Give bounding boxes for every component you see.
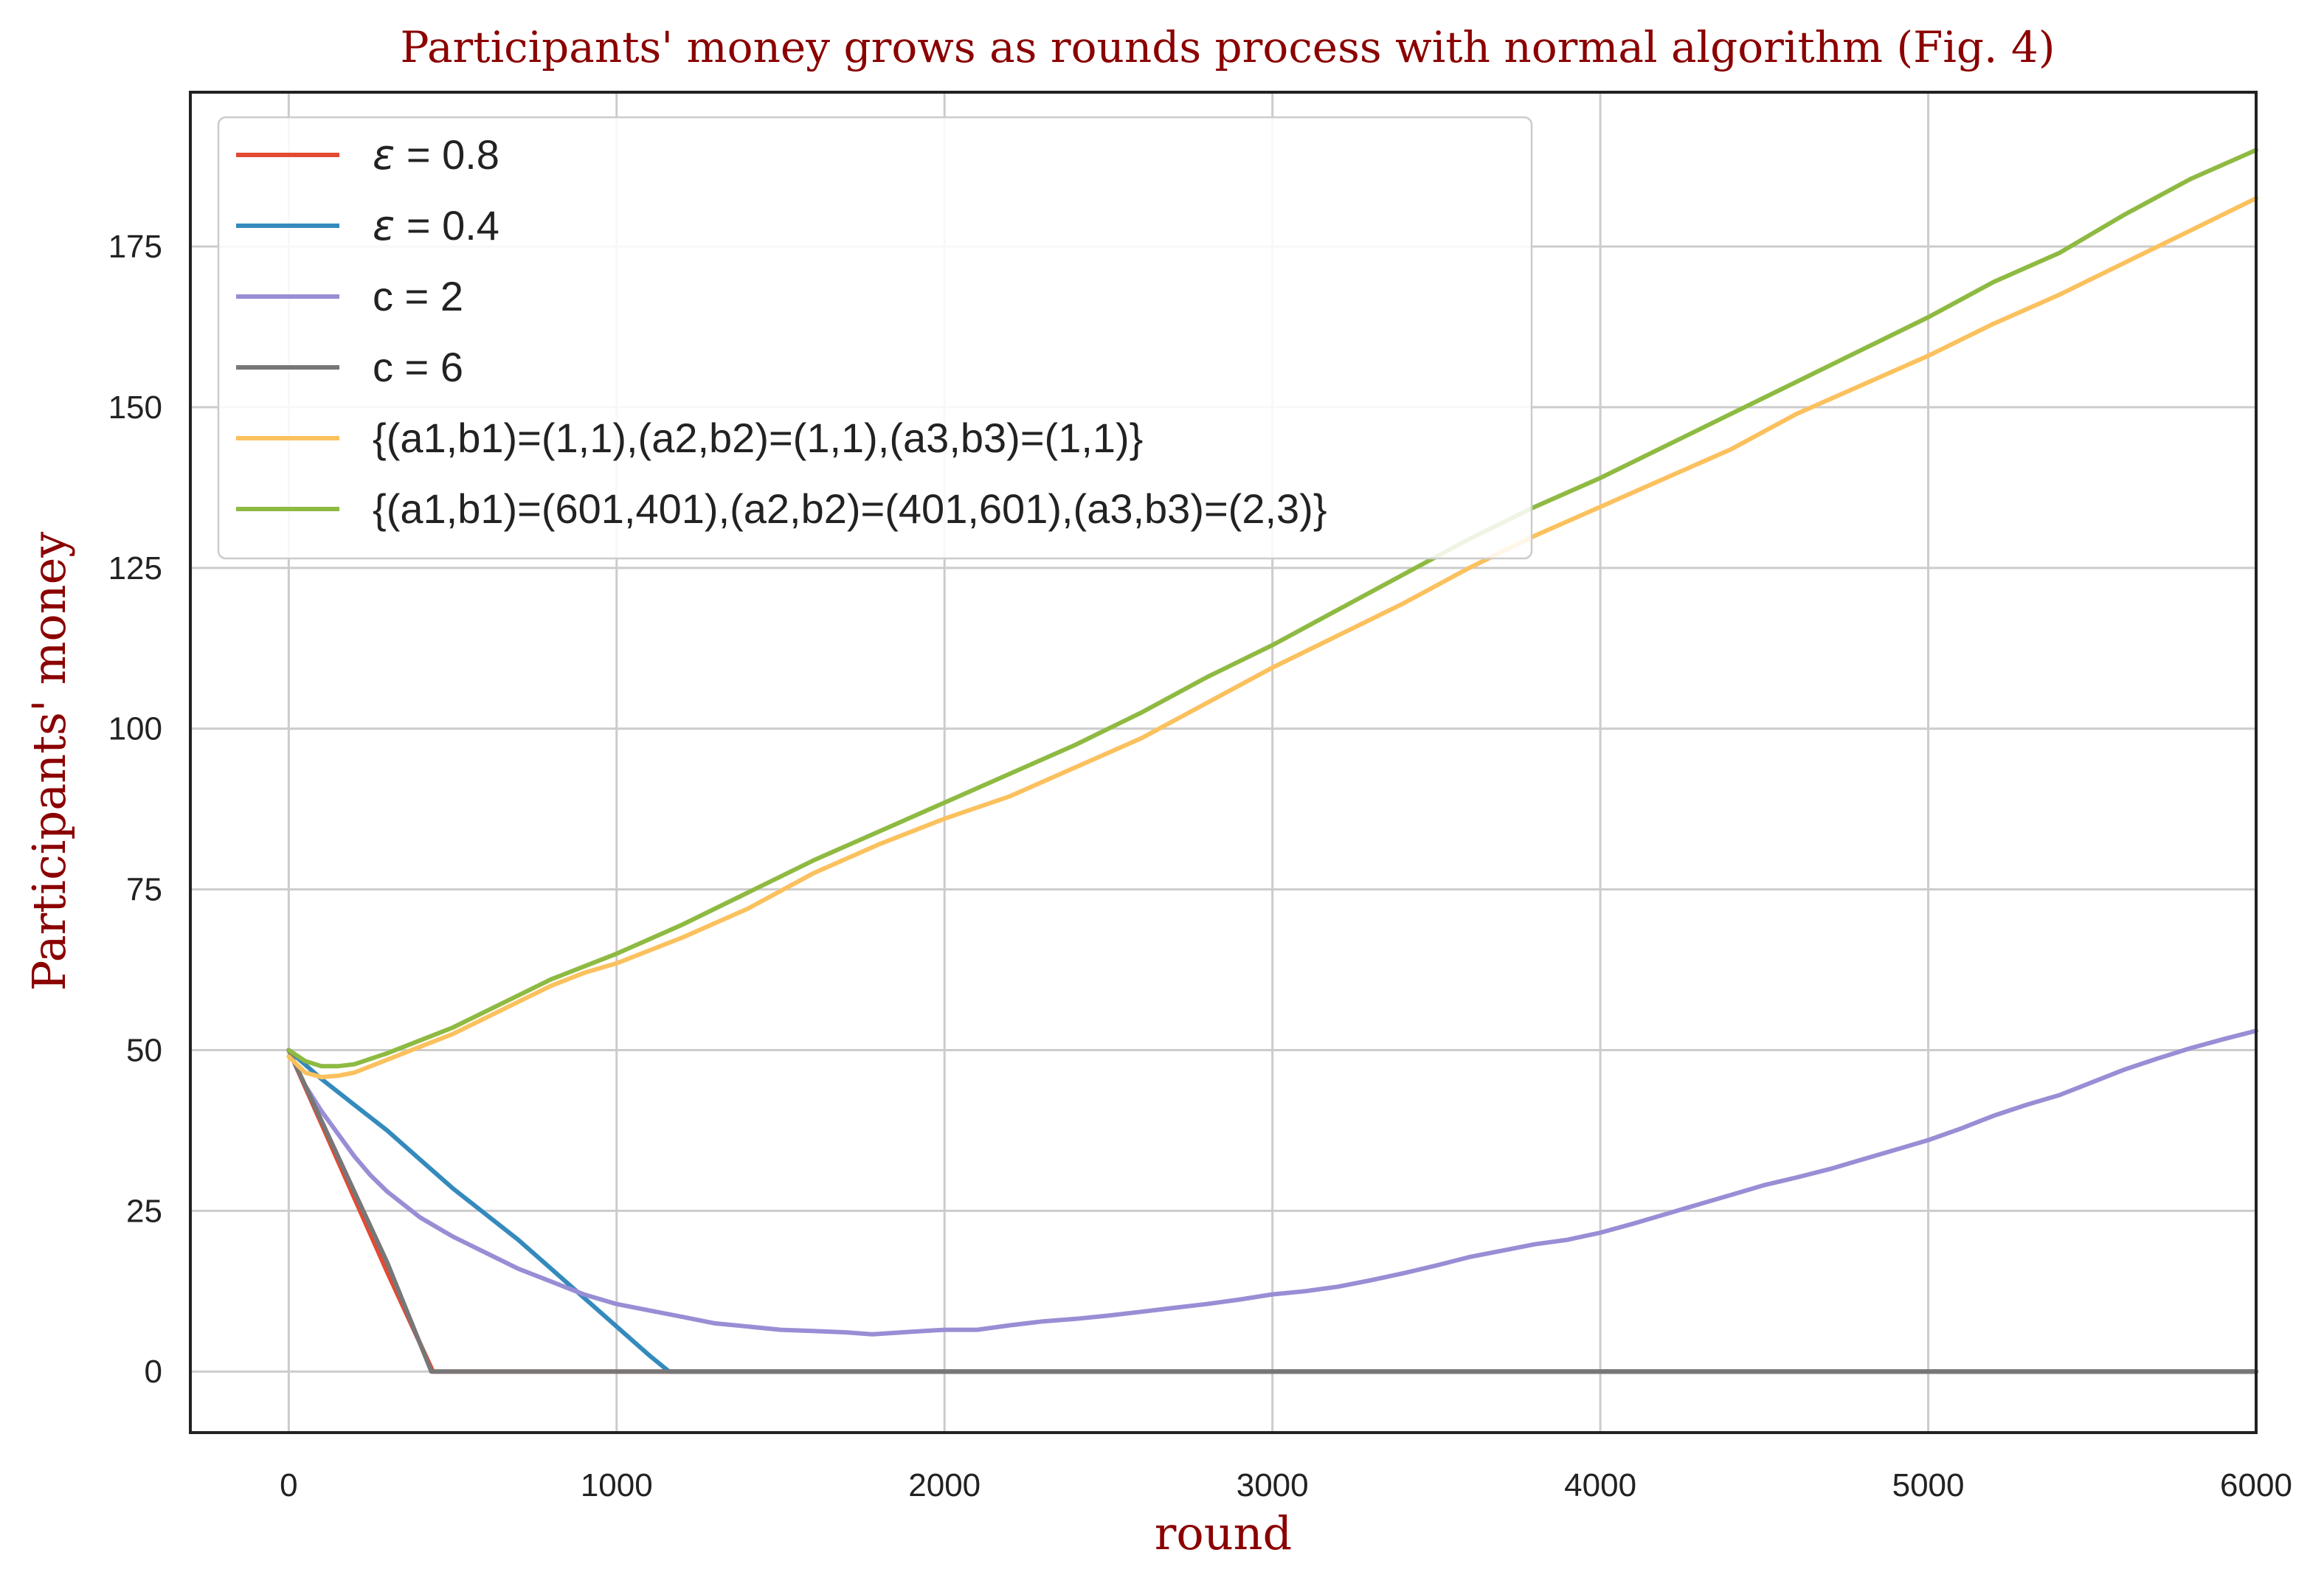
legend-entry: c = 6 bbox=[373, 344, 463, 390]
legend-entry: ε = 0.8 bbox=[373, 131, 499, 179]
legend-entry: c = 2 bbox=[373, 273, 463, 319]
legend-entry-symbol: ε bbox=[373, 202, 395, 250]
x-tick-label: 0 bbox=[280, 1467, 297, 1503]
x-tick-label: 6000 bbox=[2220, 1467, 2292, 1503]
y-tick-label: 50 bbox=[126, 1032, 162, 1068]
x-tick-label: 1000 bbox=[581, 1467, 653, 1503]
x-tick-label: 2000 bbox=[908, 1467, 981, 1503]
x-axis-label: round bbox=[1155, 1506, 1293, 1560]
series-lines bbox=[286, 148, 2258, 1374]
y-tick-labels: 0 25 50 75 100 125 150 175 bbox=[108, 229, 162, 1390]
series-line bbox=[286, 148, 2258, 1069]
series-line bbox=[286, 1028, 2258, 1337]
legend-entry-value: = 0.4 bbox=[395, 202, 499, 249]
legend-entry-symbol: ε bbox=[373, 131, 395, 179]
legend-entry: {(a1,b1)=(1,1),(a2,b2)=(1,1),(a3,b3)=(1,… bbox=[373, 415, 1143, 461]
legend-box bbox=[217, 116, 1533, 560]
series-line bbox=[286, 1048, 2258, 1374]
y-tick-label: 0 bbox=[145, 1354, 162, 1390]
series-line bbox=[286, 1048, 2258, 1374]
x-tick-label: 3000 bbox=[1237, 1467, 1309, 1503]
x-tick-labels: 0 1000 2000 3000 4000 5000 6000 bbox=[280, 1467, 2292, 1503]
y-tick-label: 175 bbox=[108, 229, 162, 265]
x-tick-label: 5000 bbox=[1892, 1467, 1965, 1503]
plot-frame bbox=[189, 91, 2258, 1434]
y-tick-label: 150 bbox=[108, 390, 162, 426]
x-tick-label: 4000 bbox=[1564, 1467, 1636, 1503]
series-line bbox=[286, 195, 2258, 1080]
legend-entry-value: = 0.8 bbox=[395, 131, 499, 178]
legend-entry: ε = 0.4 bbox=[373, 202, 499, 250]
legend-entry: {(a1,b1)=(601,401),(a2,b2)=(401,601),(a3… bbox=[373, 485, 1327, 532]
chart-title: Participants' money grows as rounds proc… bbox=[401, 22, 2055, 72]
y-tick-label: 125 bbox=[108, 550, 162, 586]
y-axis-label: Participants' money bbox=[22, 532, 76, 991]
y-tick-label: 75 bbox=[126, 872, 162, 908]
legend: ε = 0.8ε = 0.4c = 2c = 6{(a1,b1)=(1,1),(… bbox=[217, 116, 1533, 560]
y-tick-label: 100 bbox=[108, 711, 162, 747]
y-tick-label: 25 bbox=[126, 1193, 162, 1229]
